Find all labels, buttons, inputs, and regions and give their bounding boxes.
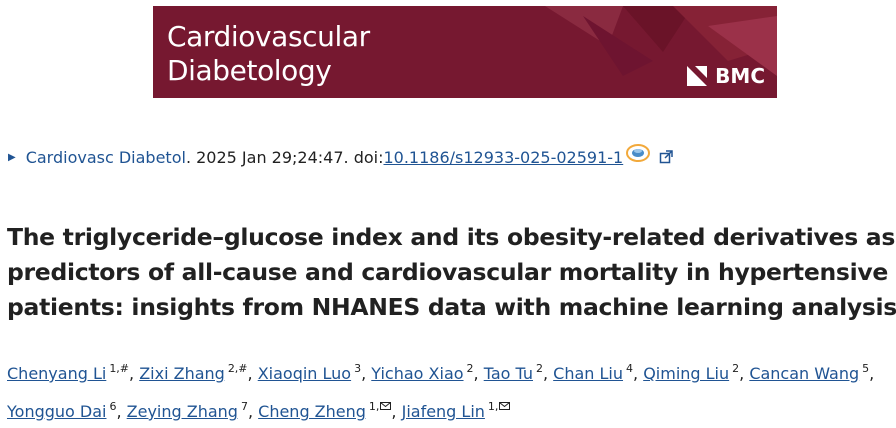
journal-name-line1: Cardiovascular bbox=[167, 20, 370, 53]
author-name-link[interactable]: Jiafeng Lin bbox=[401, 402, 485, 421]
author-affiliation: 2 bbox=[536, 362, 543, 375]
author-name-link[interactable]: Zixi Zhang bbox=[139, 364, 225, 383]
author-affiliation: 2 bbox=[466, 362, 474, 375]
author-line: Yongguo Dai 6, Zeying Zhang 7, Cheng Zheng… bbox=[7, 390, 891, 428]
author-item: Zeying Zhang 7 bbox=[126, 400, 248, 421]
publication-date: . 2025 Jan 29;24:47. doi: bbox=[185, 147, 384, 167]
author-name-link[interactable]: Cheng Zheng bbox=[258, 402, 366, 421]
author-affiliation: 4 bbox=[626, 362, 634, 375]
author-affiliation: 1, bbox=[368, 400, 380, 413]
author-separator: , bbox=[247, 402, 259, 421]
author-separator: , bbox=[739, 364, 750, 383]
author-affiliation: 2 bbox=[732, 362, 740, 375]
author-list: Chenyang Li 1,#, Zixi Zhang 2,#, Xiaoqin L… bbox=[7, 352, 891, 428]
author-item: Cancan Wang 5 bbox=[749, 362, 870, 383]
author-item: Tao Tu 2 bbox=[483, 362, 543, 383]
external-link-icon[interactable] bbox=[659, 150, 673, 164]
journal-link[interactable]: Cardiovasc Diabetol bbox=[25, 147, 186, 167]
author-separator: , bbox=[543, 364, 554, 383]
author-item: Yichao Xiao 2 bbox=[371, 362, 474, 383]
journal-name: Cardiovascular Diabetology bbox=[167, 20, 370, 88]
author-affiliation: 3 bbox=[354, 362, 362, 375]
author-affiliation: 6 bbox=[109, 400, 117, 413]
author-name-link[interactable]: Zeying Zhang bbox=[126, 402, 238, 421]
author-separator: , bbox=[247, 364, 258, 383]
publisher-logo: BMC bbox=[687, 64, 765, 88]
author-separator: , bbox=[361, 364, 372, 383]
author-affiliation: 1, bbox=[487, 400, 499, 413]
doi-crossref-icon[interactable] bbox=[625, 142, 651, 164]
author-item: Zixi Zhang 2,# bbox=[139, 362, 248, 383]
journal-name-line2: Diabetology bbox=[167, 54, 332, 87]
author-name-link[interactable]: Qiming Liu bbox=[643, 364, 730, 383]
author-item: Chan Liu 4 bbox=[553, 362, 634, 383]
author-name-link[interactable]: Yichao Xiao bbox=[371, 364, 464, 383]
author-item: Chenyang Li 1,# bbox=[7, 362, 130, 383]
author-item: Jiafeng Lin 1, bbox=[401, 400, 511, 421]
author-item: Xiaoqin Luo 3 bbox=[257, 362, 362, 383]
author-affiliation: 2,# bbox=[227, 362, 248, 375]
email-envelope-icon[interactable] bbox=[380, 402, 392, 410]
author-separator: , bbox=[473, 364, 484, 383]
bmc-logo-icon bbox=[687, 66, 708, 86]
author-affiliation: 5 bbox=[862, 362, 870, 375]
author-item: Cheng Zheng 1, bbox=[258, 400, 392, 421]
author-separator: , bbox=[869, 364, 875, 383]
title-line: patients: insights from NHANES data with… bbox=[7, 293, 896, 321]
author-item: Qiming Liu 2 bbox=[643, 362, 740, 383]
title-line: The triglyceride–glucose index and its o… bbox=[7, 223, 896, 251]
email-envelope-icon[interactable] bbox=[499, 402, 511, 410]
author-separator: , bbox=[116, 402, 127, 421]
banner-decoration bbox=[545, 6, 777, 76]
publisher-name: BMC bbox=[715, 64, 765, 88]
author-affiliation: 1,# bbox=[109, 362, 130, 375]
author-name-link[interactable]: Cancan Wang bbox=[749, 364, 860, 383]
author-name-link[interactable]: Yongguo Dai bbox=[7, 402, 107, 421]
title-line: predictors of all-cause and cardiovascul… bbox=[7, 258, 889, 286]
author-separator: , bbox=[633, 364, 644, 383]
author-name-link[interactable]: Chenyang Li bbox=[7, 364, 107, 383]
author-name-link[interactable]: Tao Tu bbox=[483, 364, 533, 383]
author-item: Yongguo Dai 6 bbox=[7, 400, 117, 421]
author-separator: , bbox=[129, 364, 140, 383]
author-separator: , bbox=[391, 402, 402, 421]
article-title: The triglyceride–glucose index and its o… bbox=[7, 220, 896, 325]
citation-line: ▶ Cardiovasc Diabetol . 2025 Jan 29;24:4… bbox=[8, 144, 673, 168]
expand-triangle-icon[interactable]: ▶ bbox=[8, 151, 16, 163]
author-name-link[interactable]: Chan Liu bbox=[553, 364, 624, 383]
doi-link[interactable]: 10.1186/s12933-025-02591-1 bbox=[383, 147, 624, 167]
author-affiliation: 7 bbox=[240, 400, 248, 413]
author-line: Chenyang Li 1,#, Zixi Zhang 2,#, Xiaoqin L… bbox=[7, 352, 891, 390]
author-name-link[interactable]: Xiaoqin Luo bbox=[257, 364, 352, 383]
journal-banner[interactable]: Cardiovascular Diabetology BMC bbox=[153, 6, 777, 98]
